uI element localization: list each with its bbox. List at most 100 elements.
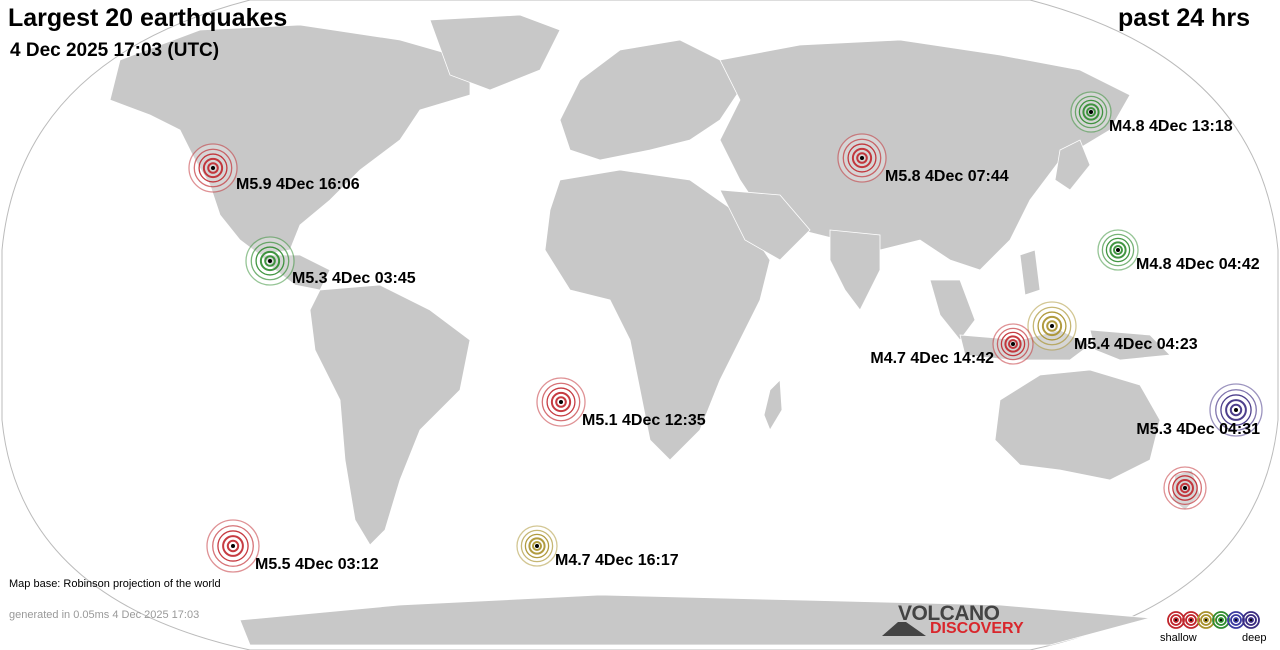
earthquake-marker[interactable]: M5.5 4Dec 03:12 bbox=[206, 519, 379, 573]
earthquake-marker[interactable]: M4.7 4Dec 14:42 bbox=[870, 323, 1034, 367]
landmass-australia bbox=[994, 369, 1161, 481]
legend-ring bbox=[1200, 614, 1212, 626]
logo-line2: DISCOVERY bbox=[930, 620, 1024, 637]
earthquake-ring bbox=[1082, 103, 1100, 121]
landmass-greenland bbox=[429, 14, 561, 91]
earthquake-ring bbox=[856, 152, 868, 164]
earthquake-ring bbox=[524, 533, 550, 559]
earthquake-ring bbox=[1176, 479, 1194, 497]
legend-ring bbox=[1230, 614, 1242, 626]
earthquake-ring bbox=[1167, 470, 1203, 506]
depth-legend-rings bbox=[1167, 611, 1260, 629]
landmass-madagascar bbox=[763, 379, 783, 431]
time-period: past 24 hrs bbox=[1117, 4, 1250, 32]
earthquake-ring bbox=[202, 157, 224, 179]
earthquake-ring bbox=[1008, 339, 1018, 349]
earthquake-marker[interactable]: M5.8 4Dec 07:44 bbox=[837, 133, 1009, 185]
earthquake-ring bbox=[528, 537, 546, 555]
earthquake-ring bbox=[1000, 331, 1026, 357]
earthquake-ring bbox=[1229, 403, 1243, 417]
earthquake-ring bbox=[842, 138, 882, 178]
earthquake-label: M4.8 4Dec 13:18 bbox=[1109, 118, 1233, 135]
earthquake-ring bbox=[212, 525, 254, 567]
generated-note: generated in 0.05ms 4 Dec 2025 17:03 bbox=[9, 609, 200, 621]
earthquake-marker[interactable]: M4.7 4Dec 16:17 bbox=[516, 525, 679, 569]
earthquake-marker[interactable]: M5.9 4Dec 16:06 bbox=[188, 143, 360, 193]
earthquake-ring bbox=[1225, 399, 1247, 421]
landmass-se-asia bbox=[929, 279, 976, 341]
earthquake-marker[interactable] bbox=[1163, 466, 1207, 510]
earthquake-ring bbox=[1172, 475, 1198, 501]
legend-ring bbox=[1170, 614, 1182, 626]
earthquake-ring bbox=[1113, 245, 1123, 255]
earthquake-ring bbox=[217, 530, 249, 562]
earthquake-ring bbox=[1032, 306, 1072, 346]
epicenter-dot bbox=[1116, 248, 1120, 252]
earthquake-label: M5.3 4Dec 03:45 bbox=[292, 270, 416, 287]
earthquake-label: M5.1 4Dec 12:35 bbox=[582, 412, 706, 429]
legend-ring bbox=[1218, 617, 1224, 623]
landmass-arabia bbox=[719, 189, 811, 261]
earthquake-label: M4.8 4Dec 04:42 bbox=[1136, 256, 1260, 273]
logo-line1: VOLCANO bbox=[898, 602, 1000, 625]
earthquake-ring bbox=[1179, 482, 1191, 494]
legend-shallow-label: shallow bbox=[1160, 632, 1197, 644]
earthquake-marker[interactable]: M5.4 4Dec 04:23 bbox=[1027, 301, 1198, 353]
epicenter-dot bbox=[1234, 408, 1238, 412]
legend-ring bbox=[1233, 617, 1239, 623]
legend-deep-label: deep bbox=[1242, 632, 1267, 644]
landmass-south-america bbox=[309, 284, 471, 546]
earthquake-marker[interactable]: M5.3 4Dec 03:45 bbox=[245, 236, 416, 287]
legend-ring bbox=[1215, 614, 1227, 626]
earthquake-ring bbox=[1046, 320, 1058, 332]
earthquake-ring bbox=[1041, 315, 1063, 337]
earthquake-ring bbox=[226, 539, 240, 553]
legend-ring bbox=[1197, 611, 1215, 629]
earthquake-ring bbox=[1004, 335, 1022, 353]
legend-ring bbox=[1242, 611, 1260, 629]
earthquake-label: M5.8 4Dec 07:44 bbox=[885, 168, 1009, 185]
legend-ring bbox=[1167, 611, 1185, 629]
legend-ring bbox=[1248, 617, 1254, 623]
legend-ring bbox=[1185, 614, 1197, 626]
landmass-japan bbox=[1054, 139, 1091, 191]
earthquake-label: M4.7 4Dec 14:42 bbox=[870, 350, 994, 367]
map-base-note: Map base: Robinson projection of the wor… bbox=[9, 578, 221, 590]
epicenter-dot bbox=[268, 259, 272, 263]
earthquake-marker[interactable]: M5.3 4Dec 04:31 bbox=[1136, 383, 1263, 438]
epicenter-dot bbox=[1011, 342, 1015, 346]
earthquake-ring bbox=[1074, 95, 1108, 129]
earthquake-markers: M5.9 4Dec 16:06 M5.3 4Dec 03:45 M5.8 4Dec … bbox=[188, 91, 1263, 573]
earthquake-marker[interactable]: M4.8 4Dec 04:42 bbox=[1097, 229, 1260, 273]
earthquake-label: M5.3 4Dec 04:31 bbox=[1136, 421, 1260, 438]
epicenter-dot bbox=[1089, 110, 1093, 114]
earthquake-ring bbox=[546, 387, 576, 417]
epicenter-dot bbox=[559, 400, 563, 404]
epicenter-dot bbox=[231, 544, 235, 548]
earthquake-marker[interactable]: M4.8 4Dec 13:18 bbox=[1070, 91, 1233, 135]
earthquake-ring bbox=[1086, 107, 1096, 117]
legend-ring bbox=[1212, 611, 1230, 629]
epicenter-dot bbox=[1050, 324, 1054, 328]
earthquake-ring bbox=[541, 382, 581, 422]
earthquake-marker[interactable]: M5.1 4Dec 12:35 bbox=[536, 377, 706, 429]
earthquake-ring bbox=[255, 246, 285, 276]
earthquake-label: M4.7 4Dec 16:17 bbox=[555, 552, 679, 569]
legend-ring bbox=[1182, 611, 1200, 629]
epicenter-dot bbox=[860, 156, 864, 160]
earthquake-ring bbox=[222, 535, 244, 557]
volcano-icon bbox=[882, 622, 926, 636]
volcano-discovery-logo[interactable]: VOLCANO DISCOVERY bbox=[880, 602, 1040, 642]
earthquake-ring bbox=[996, 327, 1030, 361]
landmass-asia bbox=[719, 39, 1131, 271]
earthquake-ring bbox=[532, 541, 542, 551]
earthquake-ring bbox=[1215, 389, 1257, 431]
landmass-antarctica bbox=[239, 594, 1151, 646]
earthquake-ring bbox=[847, 143, 877, 173]
earthquake-ring bbox=[555, 396, 567, 408]
earthquake-ring bbox=[264, 255, 276, 267]
earthquake-label: M5.4 4Dec 04:23 bbox=[1074, 336, 1198, 353]
earthquake-ring bbox=[520, 529, 554, 563]
earthquake-ring bbox=[1109, 241, 1127, 259]
